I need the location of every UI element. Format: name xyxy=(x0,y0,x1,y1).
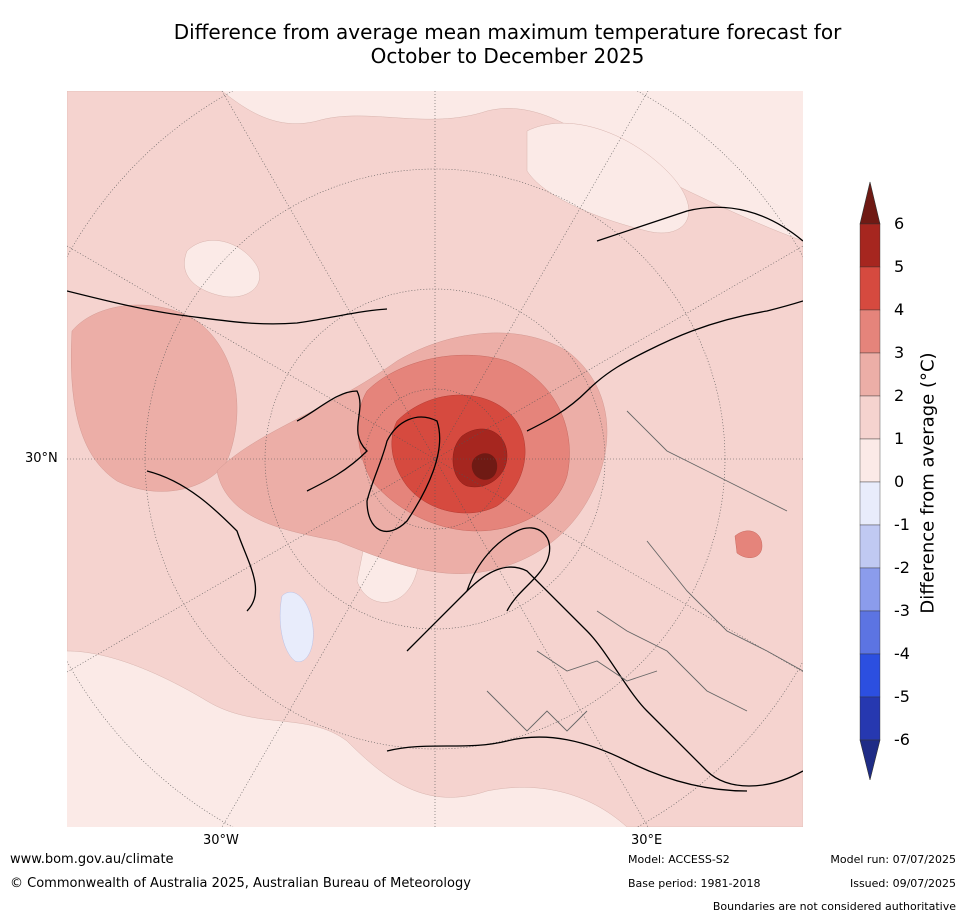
colorbar-band-2-3 xyxy=(859,352,881,397)
colorbar-band-m5-m4 xyxy=(859,653,881,698)
colorbar-tick: -6 xyxy=(894,730,910,749)
footer-issued: Issued: 09/07/2025 xyxy=(849,877,956,890)
colorbar-band-1-2 xyxy=(859,395,881,440)
colorbar-band-5-6 xyxy=(859,223,881,268)
colorbar-tick: 0 xyxy=(894,472,905,491)
title-line-1: Difference from average mean maximum tem… xyxy=(173,20,842,44)
colorbar-tick: 4 xyxy=(894,300,905,319)
colorbar-band-4-5 xyxy=(859,266,881,311)
footer-boundaries-note: Boundaries are not considered authoritat… xyxy=(712,900,956,913)
coast-siberia xyxy=(526,300,803,432)
colorbar-tick: -5 xyxy=(894,687,910,706)
colorbar-band-m6-m5 xyxy=(859,696,881,741)
colorbar: 6 5 4 3 2 1 0 -1 -2 -3 -4 -5 -6 xyxy=(852,180,962,790)
colorbar-tick: -2 xyxy=(894,558,910,577)
anomaly-negative-patch xyxy=(279,591,314,662)
colorbar-tick: -4 xyxy=(894,644,910,663)
colorbar-tick: 3 xyxy=(894,343,905,362)
colorbar-band-m1-0 xyxy=(859,481,881,526)
colorbar-band-m3-m2 xyxy=(859,567,881,612)
colorbar-label: Difference from average (°C) xyxy=(917,352,939,614)
coast-scandinavia xyxy=(466,527,551,612)
polar-map xyxy=(67,91,803,827)
colorbar-svg xyxy=(859,181,881,780)
coast-hudson xyxy=(146,470,257,612)
colorbar-band-m4-m3 xyxy=(859,610,881,655)
anomaly-2-3-west xyxy=(71,304,238,492)
footer-base-period: Base period: 1981-2018 xyxy=(628,877,761,890)
title-line-2: October to December 2025 xyxy=(370,44,645,68)
footer-model-run: Model run: 07/07/2025 xyxy=(830,853,956,866)
footer-model: Model: ACCESS-S2 xyxy=(628,853,730,866)
colorbar-extend-bottom xyxy=(859,739,881,780)
anomaly-gt6-core xyxy=(471,453,498,480)
colorbar-tick: 1 xyxy=(894,429,905,448)
footer-copyright: © Commonwealth of Australia 2025, Austra… xyxy=(10,876,471,891)
country-borders xyxy=(486,410,803,732)
colorbar-tick: -3 xyxy=(894,601,910,620)
colorbar-band-m2-m1 xyxy=(859,524,881,569)
coast-greenland xyxy=(366,416,441,533)
anomaly-0-1-patch-upper xyxy=(184,240,260,298)
coast-canada-arctic xyxy=(296,390,368,492)
coastlines xyxy=(67,206,803,792)
colorbar-band-3-4 xyxy=(859,309,881,354)
colorbar-tick: -1 xyxy=(894,515,910,534)
graticule xyxy=(67,91,803,827)
lat-label-30n: 30°N xyxy=(25,451,58,466)
colorbar-tick: 5 xyxy=(894,257,905,276)
colorbar-tick: 2 xyxy=(894,386,905,405)
footer-website[interactable]: www.bom.gov.au/climate xyxy=(10,852,174,867)
colorbar-extend-top xyxy=(859,181,881,225)
coast-north-america xyxy=(67,290,388,325)
colorbar-tick: 6 xyxy=(894,214,905,233)
coast-north-asia xyxy=(596,206,803,242)
lon-label-30e: 30°E xyxy=(631,833,663,848)
chart-title: Difference from average mean maximum tem… xyxy=(0,20,965,68)
coast-mediterranean xyxy=(386,736,748,792)
anomaly-3-4-asia-spot xyxy=(734,530,763,558)
colorbar-band-0-1 xyxy=(859,438,881,483)
anomaly-0-1-patch-right xyxy=(526,123,689,234)
lon-label-30w: 30°W xyxy=(203,833,239,848)
map-svg xyxy=(67,91,803,827)
